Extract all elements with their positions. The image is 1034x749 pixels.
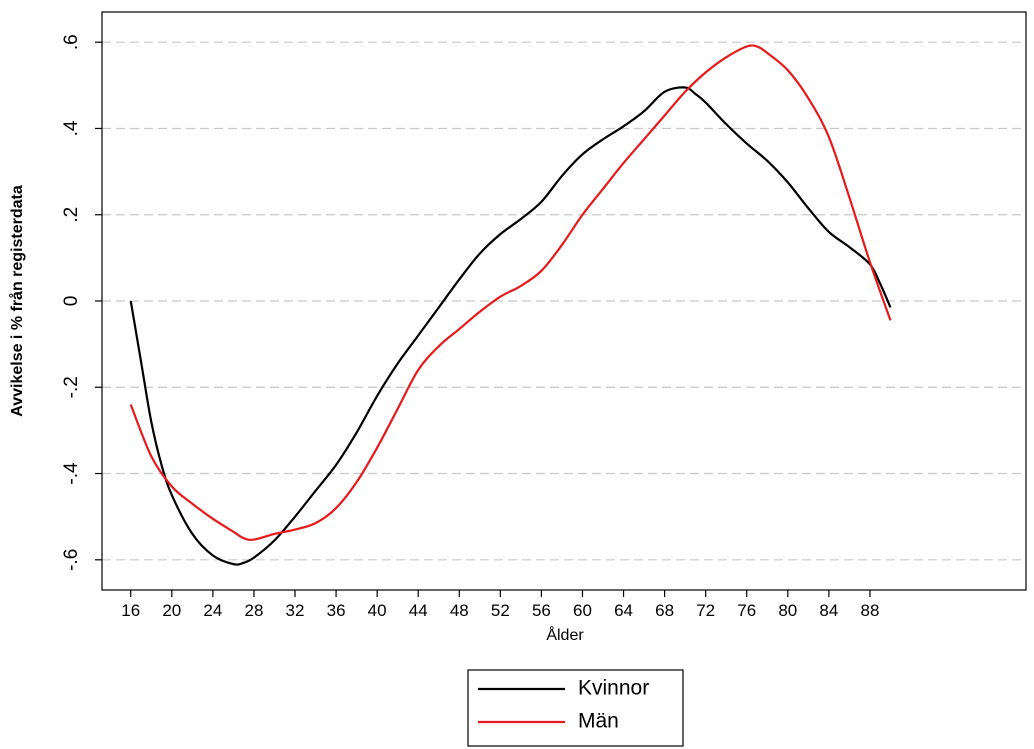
x-tick-label: 64 — [614, 601, 633, 620]
x-tick-label: 44 — [409, 601, 428, 620]
x-tick-label: 16 — [121, 601, 140, 620]
x-tick-label: 36 — [327, 601, 346, 620]
x-tick-label: 84 — [819, 601, 838, 620]
legend-label: Män — [578, 710, 619, 733]
x-tick-label: 60 — [573, 601, 592, 620]
legend-box — [467, 669, 684, 747]
x-tick-label: 80 — [778, 601, 797, 620]
y-tick-label: .4 — [61, 120, 82, 136]
legend-label: Kvinnor — [578, 677, 649, 700]
y-axis-label: Avvikelse i % från registerdata — [8, 185, 26, 417]
y-tick-label: .6 — [61, 34, 82, 50]
data-line — [129, 86, 892, 566]
x-tick-label: 52 — [491, 601, 510, 620]
x-tick-label: 68 — [655, 601, 674, 620]
y-tick-label: 0 — [61, 296, 82, 307]
x-tick-label: 40 — [368, 601, 387, 620]
x-tick-label: 88 — [860, 601, 879, 620]
x-tick-label: 28 — [244, 601, 263, 620]
data-line — [129, 44, 892, 541]
x-tick-label: 32 — [286, 601, 305, 620]
x-tick-label: 72 — [696, 601, 715, 620]
x-tick-label: 48 — [450, 601, 469, 620]
x-tick-label: 76 — [737, 601, 756, 620]
x-tick-label: 20 — [162, 601, 181, 620]
x-tick-label: 56 — [532, 601, 551, 620]
y-tick-label: -.6 — [61, 549, 82, 571]
y-tick-label: -.4 — [61, 462, 82, 485]
x-tick-label: 24 — [203, 601, 222, 620]
y-tick-label: -.2 — [61, 376, 82, 398]
plot-frame — [101, 11, 1027, 591]
y-tick-label: .2 — [61, 207, 82, 223]
x-axis-label: Ålder — [546, 625, 584, 644]
